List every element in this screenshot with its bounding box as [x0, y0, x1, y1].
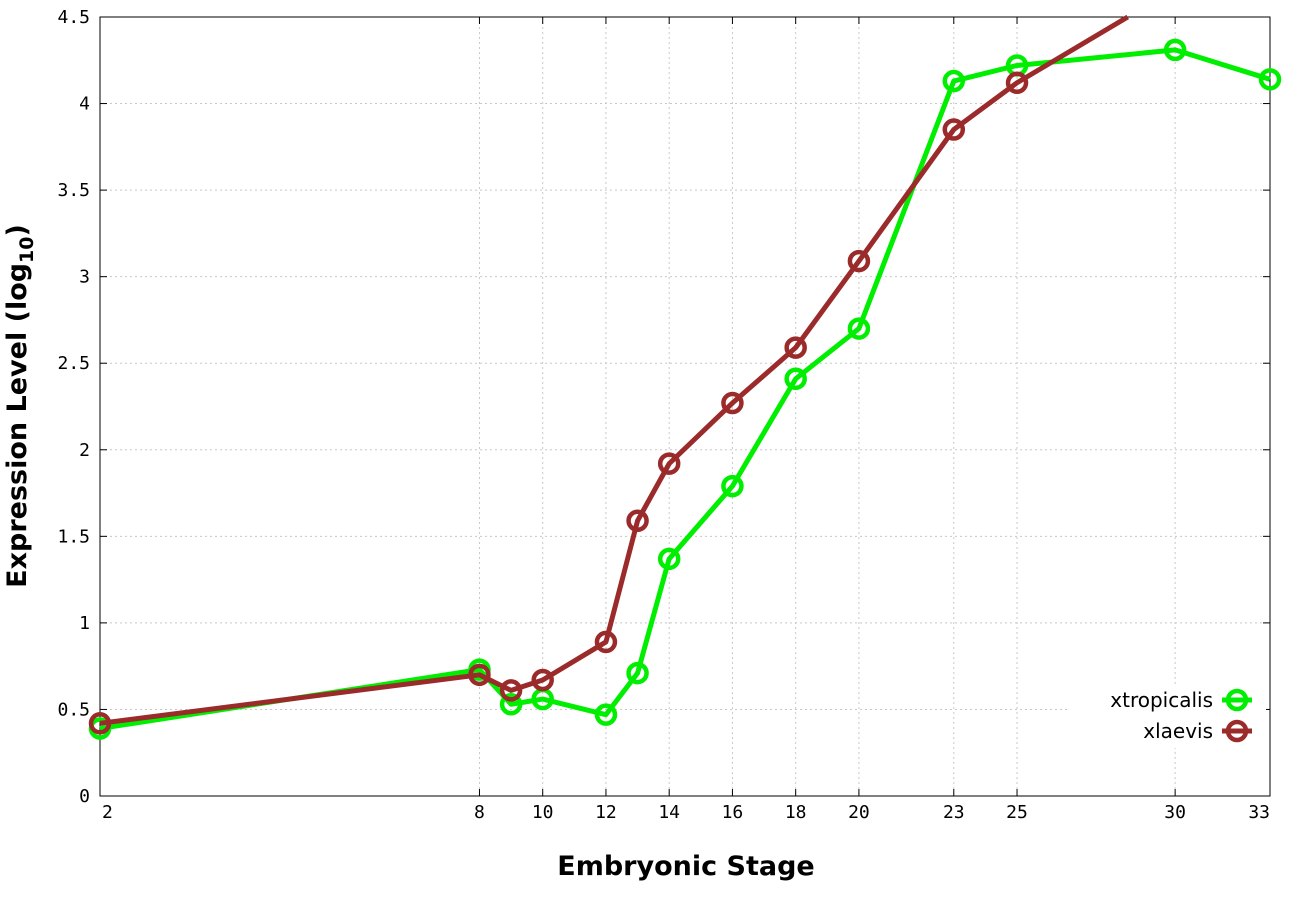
data-point-xlaevis	[1005, 71, 1029, 95]
data-point-xtropicalis	[657, 547, 681, 571]
y-tick-label: 0.5	[57, 699, 90, 720]
data-point-xlaevis	[657, 452, 681, 475]
y-tick-label: 3	[79, 267, 90, 288]
legend-label-xlaevis: xlaevis	[1143, 719, 1213, 743]
data-point-xtropicalis	[847, 317, 871, 340]
x-tick-label: 14	[658, 802, 680, 823]
data-point-xtropicalis	[1258, 68, 1282, 91]
x-tick-label: 33	[1248, 802, 1270, 823]
y-axis-title-subscript: 10	[16, 236, 38, 262]
legend-label-xtropicalis: xtropicalis	[1110, 688, 1213, 712]
y-tick-label: 1.5	[57, 526, 90, 547]
series-line-xtropicalis	[99, 47, 1271, 731]
data-point-xlaevis	[594, 630, 618, 654]
grid	[100, 17, 1270, 796]
x-tick-label: 16	[722, 802, 744, 823]
y-tick-label: 4	[79, 94, 90, 115]
data-point-xlaevis	[468, 663, 491, 687]
y-tick-label: 4.5	[57, 7, 90, 28]
y-tick-label: 2	[79, 440, 90, 461]
series-xlaevis	[88, 14, 1129, 735]
axis-ticks: 0 0.5 1 1.5 2 2.5 3 3.5 4 4.5 2 8 10 12 14 16 18 20 23 25 30…	[57, 7, 1271, 823]
legend-marker-xlaevis	[1225, 719, 1249, 743]
x-tick-label: 25	[1006, 802, 1028, 823]
data-point-xlaevis	[499, 679, 523, 702]
y-axis-title-main: Expression Level (log	[2, 263, 33, 588]
y-tick-label: 0	[79, 786, 90, 807]
x-tick-label: 30	[1164, 802, 1186, 823]
legend: xtropicalis xlaevis	[1070, 684, 1266, 748]
data-point-xtropicalis	[499, 693, 523, 716]
data-point-xlaevis	[626, 509, 649, 533]
legend-marker-xtropicalis	[1225, 688, 1249, 712]
data-point-xlaevis	[942, 118, 966, 141]
x-tick-label: 12	[595, 802, 617, 823]
series-line-xlaevis	[99, 14, 1129, 726]
data-point-xtropicalis	[721, 474, 744, 498]
data-point-xlaevis	[847, 249, 871, 273]
data-point-xlaevis	[531, 668, 554, 692]
series-group	[88, 14, 1282, 740]
data-point-xlaevis	[88, 712, 112, 735]
data-point-xtropicalis	[626, 661, 649, 685]
x-tick-label: 8	[474, 802, 485, 823]
y-axis-title: Expression Level (log10)	[2, 224, 38, 588]
y-axis-title-close: )	[2, 224, 33, 236]
series-xtropicalis	[88, 38, 1282, 740]
y-tick-label: 2.5	[57, 353, 90, 374]
y-tick-label: 1	[79, 613, 90, 634]
x-tick-label: 10	[532, 802, 554, 823]
x-tick-label: 18	[785, 802, 807, 823]
y-tick-label: 3.5	[57, 180, 90, 201]
x-axis-title: Embryonic Stage	[557, 851, 814, 882]
x-tick-label: 2	[102, 802, 113, 823]
x-tick-label: 20	[848, 802, 870, 823]
plot-border	[99, 16, 1271, 797]
data-point-xtropicalis	[594, 703, 618, 726]
x-tick-label: 23	[943, 802, 965, 823]
data-point-xtropicalis	[784, 367, 807, 391]
data-point-xtropicalis	[942, 69, 966, 93]
data-point-xtropicalis	[1163, 38, 1187, 62]
data-point-xlaevis	[784, 336, 807, 359]
data-point-xlaevis	[721, 391, 744, 415]
